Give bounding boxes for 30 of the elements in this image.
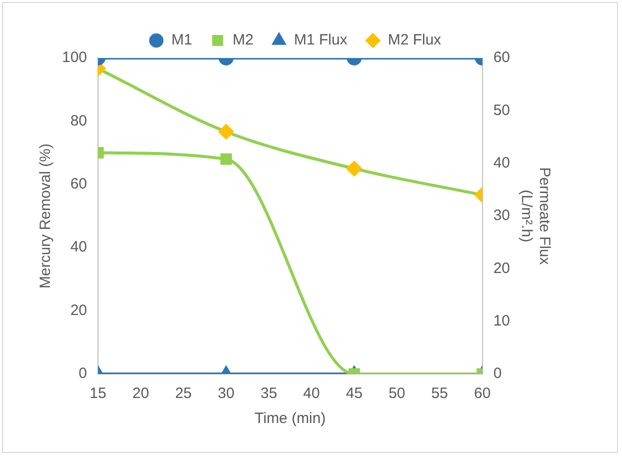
legend-label: M1 bbox=[171, 32, 192, 49]
y2-tick-label: 50 bbox=[493, 102, 510, 119]
y2-tick-label: 60 bbox=[493, 49, 510, 66]
y-tick-label: 20 bbox=[70, 302, 88, 319]
y-axis-title: Mercury Removal (%) bbox=[37, 143, 54, 289]
x-tick-label: 50 bbox=[388, 385, 406, 402]
y-tick-label: 80 bbox=[70, 112, 88, 130]
y-tick-label: 60 bbox=[70, 176, 88, 193]
y2-tick-label: 10 bbox=[493, 312, 510, 330]
legend-label: M2 Flux bbox=[388, 32, 442, 49]
legend-label: M2 bbox=[232, 32, 254, 49]
x-tick-label: 55 bbox=[431, 385, 448, 402]
y2-axis-title: Permeate Flux (L/m².h) bbox=[518, 167, 553, 266]
x-tick-label: 40 bbox=[303, 385, 320, 402]
x-tick-label: 20 bbox=[132, 385, 150, 402]
y-tick-label: 40 bbox=[70, 238, 88, 256]
y-tick-label: 100 bbox=[62, 49, 88, 66]
x-axis-title: Time (min) bbox=[254, 410, 326, 428]
x-tick-label: 35 bbox=[260, 385, 278, 402]
y-tick-label: 0 bbox=[78, 365, 88, 382]
x-tick-label: 60 bbox=[474, 385, 491, 402]
x-tick-label: 30 bbox=[218, 385, 234, 402]
y2-tick-label: 40 bbox=[493, 154, 510, 172]
y2-tick-label: 0 bbox=[493, 365, 502, 382]
y2-tick-label: 30 bbox=[493, 207, 510, 224]
x-tick-label: 45 bbox=[346, 385, 363, 402]
x-tick-label: 15 bbox=[90, 385, 106, 402]
y2-tick-label: 20 bbox=[493, 260, 510, 277]
legend-label: M1 Flux bbox=[294, 32, 348, 49]
x-tick-label: 25 bbox=[175, 385, 192, 402]
